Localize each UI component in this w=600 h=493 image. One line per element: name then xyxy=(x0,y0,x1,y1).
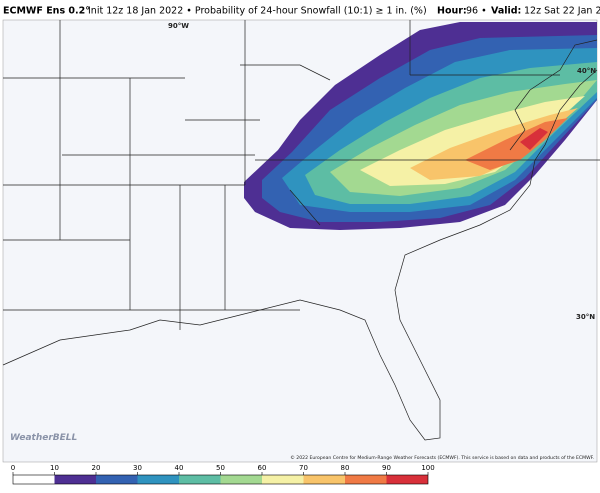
color-bin xyxy=(262,475,304,484)
tick-label: 10 xyxy=(50,464,59,472)
map: 90°W 40°N 30°N WeatherBELL © 2022 Europe… xyxy=(2,19,600,463)
color-bin xyxy=(96,475,138,484)
color-bin xyxy=(386,475,428,484)
tick-label: 100 xyxy=(421,464,434,472)
borders xyxy=(2,20,600,441)
tick-label: 50 xyxy=(216,464,225,472)
color-bin xyxy=(137,475,179,484)
logo: WeatherBELL xyxy=(10,433,78,443)
tick-label: 20 xyxy=(92,464,101,472)
tick-label: 70 xyxy=(299,464,308,472)
hour-label: Hour: xyxy=(437,6,467,17)
color-bin xyxy=(220,475,262,484)
tick-label: 40 xyxy=(175,464,184,472)
hour: 96 • xyxy=(466,6,487,17)
tick-label: 90 xyxy=(382,464,391,472)
tick-label: 30 xyxy=(133,464,142,472)
lon-label: 90°W xyxy=(168,22,189,30)
lat-label: 30°N xyxy=(576,313,595,321)
lat-label: 40°N xyxy=(577,67,596,75)
color-bin xyxy=(303,475,345,484)
color-bin xyxy=(13,475,55,484)
color-bin xyxy=(54,475,96,484)
valid: 12z Sat 22 Jan 2022 xyxy=(524,6,600,17)
snow-swath xyxy=(244,22,597,230)
color-bin xyxy=(345,475,387,484)
description: Init 12z 18 Jan 2022 • Probability of 24… xyxy=(88,6,427,17)
tick-label: 80 xyxy=(341,464,350,472)
copyright: © 2022 European Centre for Medium-Range … xyxy=(290,454,594,461)
tick-label: 0 xyxy=(11,464,15,472)
valid-label: Valid: xyxy=(491,6,521,17)
model: ECMWF Ens 0.2° xyxy=(3,6,90,17)
color-bin xyxy=(179,475,221,484)
colorbar: 0 10 20 30 40 50 60 70 80 90 100 xyxy=(11,464,435,485)
tick-label: 60 xyxy=(258,464,267,472)
